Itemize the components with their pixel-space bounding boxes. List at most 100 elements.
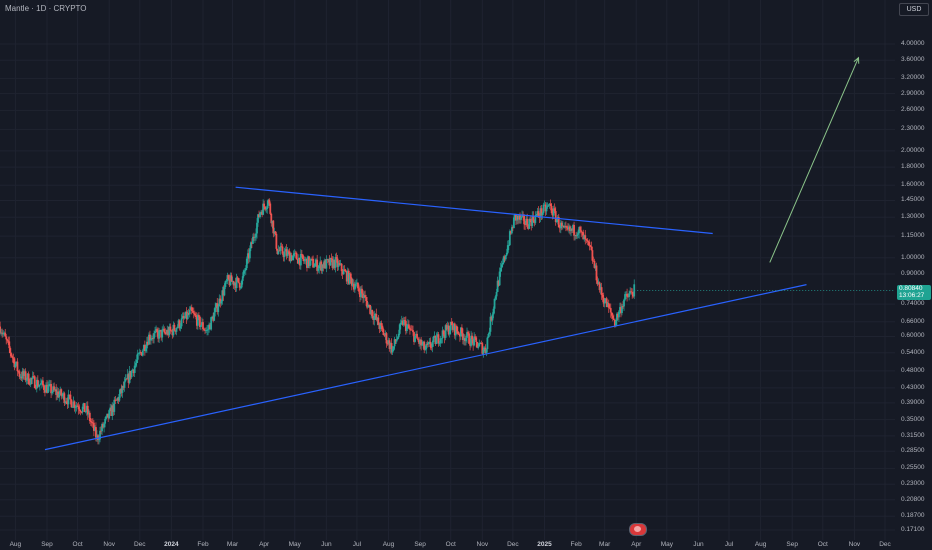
candle-body xyxy=(393,339,396,347)
events-icon[interactable] xyxy=(629,523,647,536)
candle-body xyxy=(119,388,122,395)
candle-body xyxy=(500,264,503,268)
candle-body xyxy=(579,227,582,231)
candle-body xyxy=(504,255,507,260)
candle-body xyxy=(75,405,78,408)
candle-body xyxy=(593,260,596,268)
candle-body xyxy=(621,306,623,314)
price-tick-label: 0.66000 xyxy=(901,317,925,325)
candle-body xyxy=(478,343,481,347)
candle-body xyxy=(306,258,308,268)
candle-body xyxy=(187,312,190,315)
candle-body xyxy=(409,328,411,330)
candle-body xyxy=(24,371,27,381)
candle-body xyxy=(349,273,352,279)
candle-body xyxy=(445,325,448,330)
candle-body xyxy=(347,270,350,284)
candle-body xyxy=(491,314,494,321)
candle-body xyxy=(218,298,221,307)
candle-body xyxy=(397,333,400,338)
candle-body xyxy=(300,253,303,255)
candle-body xyxy=(297,257,300,264)
candle-body xyxy=(464,338,466,342)
candle-body xyxy=(348,273,351,284)
candle-body xyxy=(622,306,624,307)
candle-body xyxy=(422,341,425,345)
target-arrow-head xyxy=(853,56,860,64)
candle-body xyxy=(516,215,518,221)
candle-body xyxy=(210,317,213,330)
candle-body xyxy=(150,339,152,341)
candle-body xyxy=(60,389,63,396)
candle-body xyxy=(515,213,517,221)
symbol-title[interactable]: Mantle · 1D · CRYPTO xyxy=(5,4,87,13)
candle-body xyxy=(389,343,392,350)
candle-body xyxy=(124,378,127,382)
candle-body xyxy=(596,280,599,285)
candle-body xyxy=(557,217,560,228)
candle-body xyxy=(405,325,408,332)
chart-area[interactable] xyxy=(0,0,895,540)
candle-body xyxy=(580,230,583,232)
candle-body xyxy=(532,215,535,221)
candle-body xyxy=(322,264,325,269)
candle-body xyxy=(334,257,337,268)
candle-body xyxy=(401,320,404,325)
candle-body xyxy=(244,268,247,271)
chart-canvas[interactable] xyxy=(0,0,895,540)
price-tick-label: 0.74000 xyxy=(901,300,925,308)
candle-body xyxy=(188,309,191,315)
time-tick-label: Oct xyxy=(817,541,828,548)
candle-body xyxy=(275,233,278,249)
candle-body xyxy=(239,287,242,289)
candle-body xyxy=(533,220,536,223)
candle-body xyxy=(354,283,357,287)
candle-body xyxy=(213,312,216,321)
candle-body xyxy=(20,376,23,379)
price-axis[interactable] xyxy=(895,0,932,540)
candle-body xyxy=(231,281,234,282)
candle-body xyxy=(363,295,365,299)
candle-body xyxy=(559,222,562,229)
candle-body xyxy=(29,378,32,385)
candle-body xyxy=(339,263,342,265)
candle-body xyxy=(452,323,455,330)
candle-body xyxy=(92,422,95,431)
candle-body xyxy=(14,363,17,368)
candle-body xyxy=(446,325,449,330)
candle-body xyxy=(540,208,543,216)
candle-body xyxy=(524,224,527,226)
candle-body xyxy=(268,199,271,204)
candle-body xyxy=(240,280,243,288)
candle-body xyxy=(561,225,564,227)
candle-body xyxy=(317,268,320,271)
candle-body xyxy=(608,307,611,309)
candle-body xyxy=(617,313,619,318)
candle-body xyxy=(171,330,174,336)
candle-body xyxy=(480,342,483,344)
candle-body xyxy=(12,357,15,359)
candle-body xyxy=(266,205,269,209)
candle-body xyxy=(430,347,433,348)
candle-body xyxy=(125,378,128,380)
candle-body xyxy=(31,376,34,380)
candle-body xyxy=(277,250,280,254)
candle-body xyxy=(458,333,461,337)
candle-body xyxy=(530,220,533,226)
candle-body xyxy=(468,333,470,344)
candle-body xyxy=(620,307,622,314)
candle-body xyxy=(350,278,353,286)
candle-body xyxy=(366,300,369,308)
price-tick-label: 1.60000 xyxy=(901,181,925,189)
currency-button[interactable]: USD xyxy=(899,3,929,16)
candle-body xyxy=(309,260,311,266)
candle-body xyxy=(172,324,175,336)
candle-body xyxy=(545,206,548,212)
candle-body xyxy=(147,341,149,345)
candle-body xyxy=(15,361,18,364)
candle-body xyxy=(505,252,508,256)
candle-body xyxy=(134,363,137,366)
candle-body xyxy=(429,341,432,348)
candle-body xyxy=(583,235,586,240)
candle-body xyxy=(481,343,484,354)
